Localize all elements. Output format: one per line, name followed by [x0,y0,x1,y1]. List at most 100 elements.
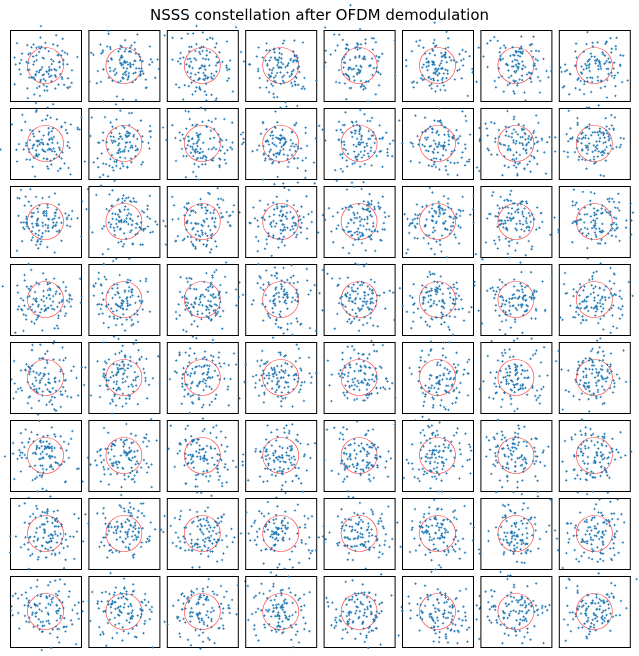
constellation-points [13,24,79,105]
unit-circle [105,359,143,396]
subplot-12 [239,104,318,189]
subplot-47 [468,418,553,496]
unit-circle [419,515,456,552]
unit-circle [262,593,300,630]
constellation-points [235,574,311,649]
unit-circle [184,593,221,630]
unit-circle [575,125,613,162]
subplot-9 [0,103,86,180]
constellation-points [164,187,241,264]
subplot-44 [234,420,318,507]
constellation-points [468,418,550,496]
unit-circle [419,125,456,162]
constellation-points [8,489,80,571]
unit-circle [497,515,535,552]
axes-frame [88,30,161,102]
axes-frame [10,576,82,648]
constellation-points [315,4,408,103]
constellation-points [312,108,405,184]
constellation-points [81,501,175,559]
subplot-57 [9,576,84,652]
constellation-points [174,268,238,351]
constellation-points [408,340,471,422]
subplot-30 [401,253,503,337]
unit-circle [184,281,221,318]
constellation-points [248,175,332,277]
constellation-points [561,410,633,496]
axes-frame [245,576,318,648]
subplot-3 [157,13,246,102]
axes-frame [10,186,82,258]
axes-frame [480,186,553,258]
unit-circle [575,515,613,552]
constellation-points [325,579,406,649]
subplot-50 [81,498,175,570]
subplot-26 [88,257,161,342]
subplot-31 [473,256,553,340]
constellation-points [239,39,306,116]
constellation-points [15,187,90,252]
unit-circle [340,281,378,318]
subplot-61 [323,576,406,649]
subplot-21 [323,185,396,277]
unit-circle [497,359,535,396]
constellation-points [559,30,629,99]
axes-frame [480,498,553,570]
subplot-56 [556,498,631,570]
unit-circle [105,515,143,552]
subplot-38 [402,340,474,422]
unit-circle [262,437,300,474]
axes-frame [402,30,474,102]
axes-frame [558,420,631,492]
unit-circle [262,515,300,552]
unit-circle [27,359,64,396]
unit-circle [105,125,143,162]
unit-circle [340,515,378,552]
axes-frame [166,264,239,336]
unit-circle [105,47,143,84]
subplot-2 [70,29,166,102]
subplot-29 [321,262,402,343]
constellation-points [559,262,634,342]
subplot-10 [66,95,165,180]
subplot-51 [166,491,243,570]
constellation-points [323,420,415,493]
axes-frame [245,420,318,492]
subplot-27 [166,264,239,351]
chart-title: NSSS constellation after OFDM demodulati… [149,6,490,24]
constellation-points [168,335,241,415]
subplot-49 [8,489,82,571]
constellation-points [3,403,84,500]
axes-frame [88,264,161,336]
unit-circle [575,593,613,630]
unit-circle [184,359,221,396]
constellation-points [243,332,318,408]
unit-circle [419,593,456,630]
axes-frame [558,498,631,570]
subplot-32 [558,262,634,342]
subplot-23 [480,174,556,258]
constellation-points [244,490,321,583]
unit-circle [419,203,456,240]
constellation-points [405,21,474,98]
constellation-points [163,577,239,650]
constellation-points [66,95,165,179]
constellation-points [478,326,549,413]
constellation-points [167,417,257,494]
axes-frame [480,420,553,492]
subplot-34 [84,341,161,414]
axes-frame [88,108,161,180]
axes-frame [323,342,396,414]
unit-circle [497,281,535,318]
axes-frame [480,264,553,336]
subplot-11 [165,98,245,181]
unit-circle [497,203,535,240]
subplot-19 [164,186,241,264]
constellation-points [549,174,635,260]
constellation-points [397,582,482,645]
subplot-45 [323,420,415,493]
axes-frame [402,420,474,492]
unit-circle [184,47,221,84]
subplot-22 [402,186,475,259]
